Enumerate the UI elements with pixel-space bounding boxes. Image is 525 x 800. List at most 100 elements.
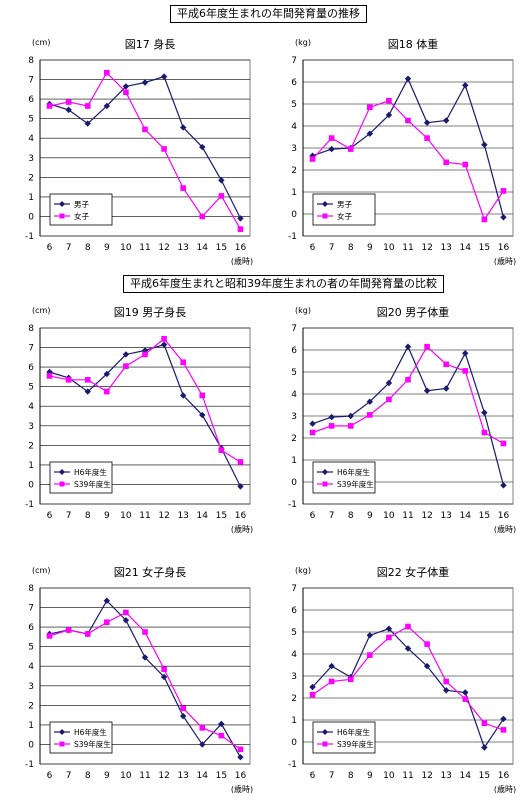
x-axis-unit: (歳時) — [231, 784, 253, 794]
chart-title: 図19 男子身長 — [114, 305, 187, 319]
x-tick-label: 16 — [235, 771, 247, 781]
x-tick-label: 15 — [479, 771, 490, 781]
x-tick-label: 12 — [158, 511, 169, 521]
x-axis-unit: (歳時) — [494, 524, 516, 534]
data-point — [424, 343, 430, 350]
x-tick-label: 15 — [216, 771, 227, 781]
data-point — [405, 117, 411, 124]
data-point — [160, 73, 168, 80]
data-point — [405, 376, 411, 383]
data-point — [481, 216, 488, 223]
data-point — [142, 126, 148, 133]
legend — [49, 721, 113, 754]
y-tick-label: 3 — [28, 422, 34, 432]
legend-marker — [322, 469, 328, 475]
data-point — [366, 398, 374, 405]
data-point — [442, 385, 450, 392]
x-tick-label: 12 — [158, 243, 169, 253]
y-tick-label: 7 — [291, 584, 297, 594]
y-tick-label: 3 — [28, 682, 34, 692]
data-point — [462, 689, 469, 696]
x-tick-label: 7 — [66, 511, 72, 521]
x-tick-label: 15 — [479, 243, 490, 253]
y-tick-label: 2 — [291, 694, 297, 704]
y-tick-label: -1 — [25, 232, 34, 242]
x-tick-label: 6 — [310, 243, 316, 253]
y-tick-label: 0 — [28, 212, 34, 222]
y-tick-label: 2 — [291, 166, 297, 176]
data-point — [84, 103, 91, 109]
x-tick-label: 8 — [85, 511, 91, 521]
data-point — [347, 146, 354, 152]
data-point — [65, 99, 72, 105]
data-point — [160, 673, 168, 681]
data-point — [443, 361, 449, 368]
data-point — [309, 429, 316, 436]
legend-label: S39年度生 — [74, 739, 111, 749]
x-axis-unit: (歳時) — [231, 524, 253, 534]
data-point — [180, 359, 186, 366]
y-tick-label: 3 — [291, 412, 297, 422]
data-point — [199, 213, 206, 220]
y-tick-label: -1 — [288, 500, 297, 510]
data-point — [462, 696, 469, 702]
x-tick-label: 16 — [498, 243, 510, 253]
data-point — [142, 629, 148, 635]
x-tick-label: 9 — [367, 511, 373, 521]
legend-marker — [322, 481, 328, 487]
x-tick-label: 10 — [120, 243, 132, 253]
data-point — [309, 683, 316, 691]
data-point — [462, 82, 469, 89]
legend-label: S39年度生 — [337, 479, 374, 489]
legend-label: 女子 — [337, 211, 352, 221]
data-point — [405, 623, 411, 630]
x-axis-unit: (歳時) — [494, 256, 516, 266]
data-point — [500, 188, 507, 194]
data-point — [84, 631, 91, 637]
data-point — [500, 482, 507, 489]
data-point — [347, 423, 354, 429]
y-tick-label: 8 — [28, 584, 34, 594]
legend — [312, 193, 376, 226]
section-title-generation-comparison: 平成6年度生まれと昭和39年度生まれの者の年間発育量の比較 — [123, 275, 444, 293]
legend-marker — [322, 201, 328, 207]
y-tick-label: 3 — [291, 144, 297, 154]
legend — [49, 461, 113, 494]
data-point — [424, 641, 430, 647]
y-tick-label: 5 — [291, 368, 297, 378]
x-tick-label: 10 — [120, 771, 132, 781]
data-point — [386, 396, 392, 403]
data-point — [104, 69, 110, 76]
data-point — [328, 423, 335, 429]
data-point — [161, 666, 167, 672]
data-point — [367, 412, 373, 418]
data-point — [481, 409, 488, 416]
legend-label: H6年度生 — [74, 727, 107, 737]
data-point — [481, 141, 488, 148]
chart-title: 図21 女子身長 — [114, 565, 187, 579]
legend-label: 男子 — [337, 200, 352, 209]
y-tick-label: 0 — [28, 480, 34, 490]
chart-title: 図17 身長 — [125, 37, 176, 51]
data-point — [84, 388, 91, 395]
y-tick-label: 2 — [28, 701, 34, 711]
x-tick-label: 8 — [85, 243, 91, 253]
y-tick-label: 0 — [28, 740, 34, 750]
y-tick-label: 1 — [291, 456, 297, 466]
data-point — [218, 193, 225, 199]
y-tick-label: 4 — [28, 402, 34, 412]
data-point — [462, 350, 469, 357]
x-tick-label: 12 — [158, 771, 169, 781]
x-tick-label: 7 — [329, 771, 335, 781]
data-point — [237, 226, 244, 232]
x-tick-label: 14 — [197, 243, 209, 253]
data-point — [122, 83, 130, 90]
y-tick-label: 6 — [28, 363, 34, 373]
x-tick-label: 9 — [367, 243, 373, 253]
x-tick-label: 9 — [104, 243, 110, 253]
data-point — [481, 429, 488, 436]
data-point — [84, 120, 91, 127]
x-tick-label: 9 — [104, 511, 110, 521]
chart-boys-height-comparison: -1 0 1 2 3 4 5 6 7 8 6 7 8 9 10 11 12 13 14 15 16 図19 男子身長 (cm… — [0, 298, 262, 538]
x-tick-label: 10 — [383, 511, 395, 521]
